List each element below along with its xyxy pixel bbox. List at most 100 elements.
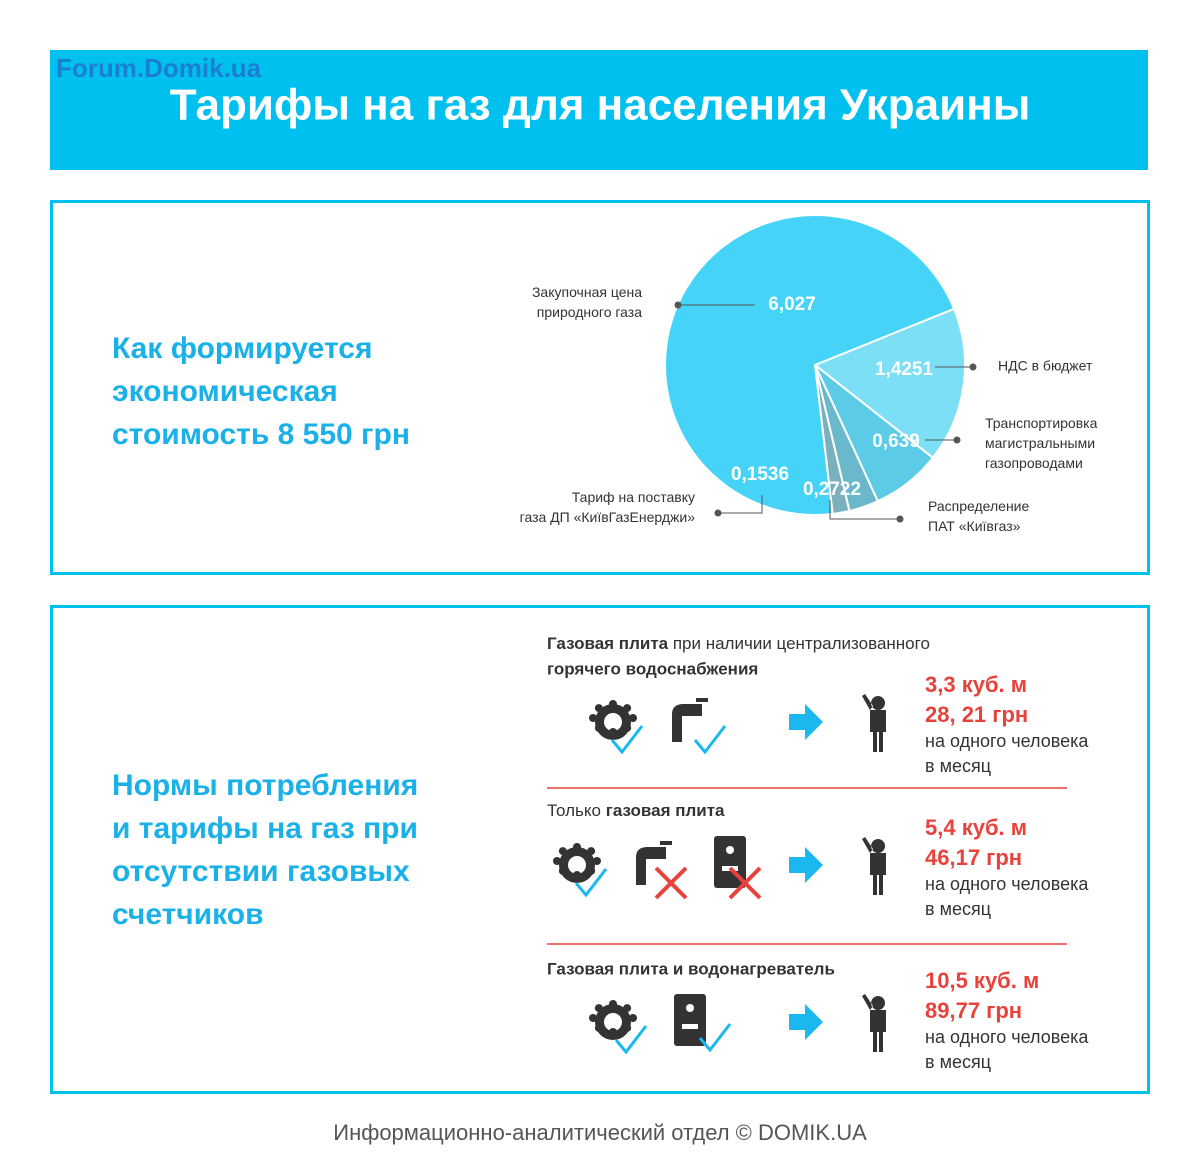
stove-flame — [594, 723, 603, 732]
person-icon — [862, 837, 886, 895]
category-label: Закупочная цена природного газа — [532, 284, 642, 320]
stove-flame — [553, 857, 561, 865]
stove-flame — [587, 866, 596, 875]
stove-flame — [589, 1014, 597, 1022]
stove-flame — [629, 1014, 637, 1022]
value-label: 6,027 — [768, 294, 816, 315]
row-heading: Газовая плита при наличии централизованн… — [547, 634, 930, 653]
stove-flame — [623, 1023, 632, 1032]
stove-flame — [587, 847, 596, 856]
row-heading-bold: газовая плита — [606, 801, 725, 820]
person-icon — [862, 994, 886, 1052]
stove-icon — [604, 713, 622, 731]
category-label-line: магистральными — [985, 435, 1095, 451]
tap-icon — [636, 841, 672, 885]
category-label: НДС в бюджет — [998, 358, 1093, 374]
norm-note: на одного человека — [925, 1027, 1089, 1047]
row-heading-bold: Газовая плита — [547, 634, 669, 653]
arrow-icon — [789, 847, 823, 883]
stove-flame — [573, 871, 581, 879]
category-label-line: газа ДП «КиївГазЕнерджи» — [520, 509, 696, 525]
stove-flame — [609, 700, 617, 708]
norm-value: 28, 21 грн — [925, 702, 1028, 727]
arrow-icon — [789, 704, 823, 740]
leader-dot — [714, 509, 722, 517]
value-label: 0,2722 — [803, 479, 861, 500]
arrow-icon — [789, 1004, 823, 1040]
heater-icon — [726, 846, 734, 854]
check-icon — [574, 868, 608, 898]
category-label: Тариф на поставку газа ДП «КиївГазЕнерджи… — [520, 489, 696, 525]
person-icon — [862, 694, 886, 752]
norm-note: на одного человека — [925, 731, 1089, 751]
stove-flame — [623, 704, 632, 713]
section-box — [50, 200, 1150, 575]
leader-dot — [896, 515, 904, 523]
cross-icon — [728, 866, 762, 900]
leader-line — [718, 495, 763, 514]
row-heading: Только газовая плита — [547, 801, 725, 820]
category-label: Распределение ПАТ «Київгаз» — [928, 498, 1030, 534]
category-label-line: Распределение — [928, 498, 1030, 514]
section-heading: экономическая — [112, 375, 338, 408]
norm-value: 3,3 куб. м — [925, 672, 1027, 697]
check-icon — [610, 725, 644, 755]
check-icon — [693, 725, 727, 755]
leader-line — [829, 500, 900, 520]
stove-flame — [558, 866, 567, 875]
stove-flame — [629, 714, 637, 722]
category-label-line: природного газа — [537, 304, 642, 320]
norm-note: в месяц — [925, 756, 991, 776]
section-heading: отсутствии газовых — [112, 855, 410, 888]
category-label-line: Закупочная цена — [532, 284, 642, 300]
stove-flame — [623, 723, 632, 732]
category-label-line: Транспортировка — [985, 415, 1098, 431]
section-heading: стоимость 8 550 грн — [112, 418, 410, 451]
section-heading: и тарифы на газ при — [112, 812, 418, 845]
heater-icon — [686, 1004, 694, 1012]
stove-icon — [568, 856, 586, 874]
norm-value: 10,5 куб. м — [925, 968, 1039, 993]
leader-dot — [953, 436, 961, 444]
section-heading: счетчиков — [112, 898, 264, 931]
stove-flame — [594, 1023, 603, 1032]
category-label-line: Тариф на поставку — [572, 489, 695, 505]
category-label: Транспортировка магистральными газопровода… — [985, 415, 1098, 471]
norm-note: в месяц — [925, 899, 991, 919]
norm-value: 46,17 грн — [925, 845, 1022, 870]
leader-dot — [969, 363, 977, 371]
heater-icon — [682, 1024, 698, 1029]
stove-flame — [594, 704, 603, 713]
heater-icon — [674, 994, 706, 1046]
category-label-line: ПАТ «Київгаз» — [928, 518, 1021, 534]
title: Тарифы на газ для населения Украины — [170, 81, 1031, 130]
value-label: 0,639 — [872, 431, 920, 452]
norm-note: на одного человека — [925, 874, 1089, 894]
footer: Информационно-аналитический отдел © DOMI… — [333, 1120, 867, 1145]
stove-flame — [593, 857, 601, 865]
stove-flame — [594, 1004, 603, 1013]
value-label: 0,1536 — [731, 464, 789, 485]
row-heading-text: при наличии централизованного — [668, 634, 930, 653]
stove-flame — [623, 1004, 632, 1013]
row-heading: горячего водоснабжения — [547, 659, 758, 678]
stove-flame — [573, 843, 581, 851]
stove-flame — [558, 847, 567, 856]
stove-flame — [609, 1028, 617, 1036]
stove-flame — [589, 714, 597, 722]
category-label-line: газопроводами — [985, 455, 1083, 471]
watermark: Forum.Domik.ua — [56, 53, 262, 83]
row-heading: Газовая плита и водонагреватель — [547, 959, 835, 978]
section-box — [50, 605, 1150, 1094]
stove-flame — [609, 1000, 617, 1008]
stove-flame — [609, 728, 617, 736]
pie-slice — [664, 214, 956, 516]
check-icon — [698, 1023, 732, 1053]
row-heading-text: Только — [547, 801, 606, 820]
stove-icon — [604, 1013, 622, 1031]
leader-dot — [674, 301, 682, 309]
tap-icon — [672, 698, 708, 742]
check-icon — [614, 1025, 648, 1055]
value-label: 1,4251 — [875, 359, 934, 380]
